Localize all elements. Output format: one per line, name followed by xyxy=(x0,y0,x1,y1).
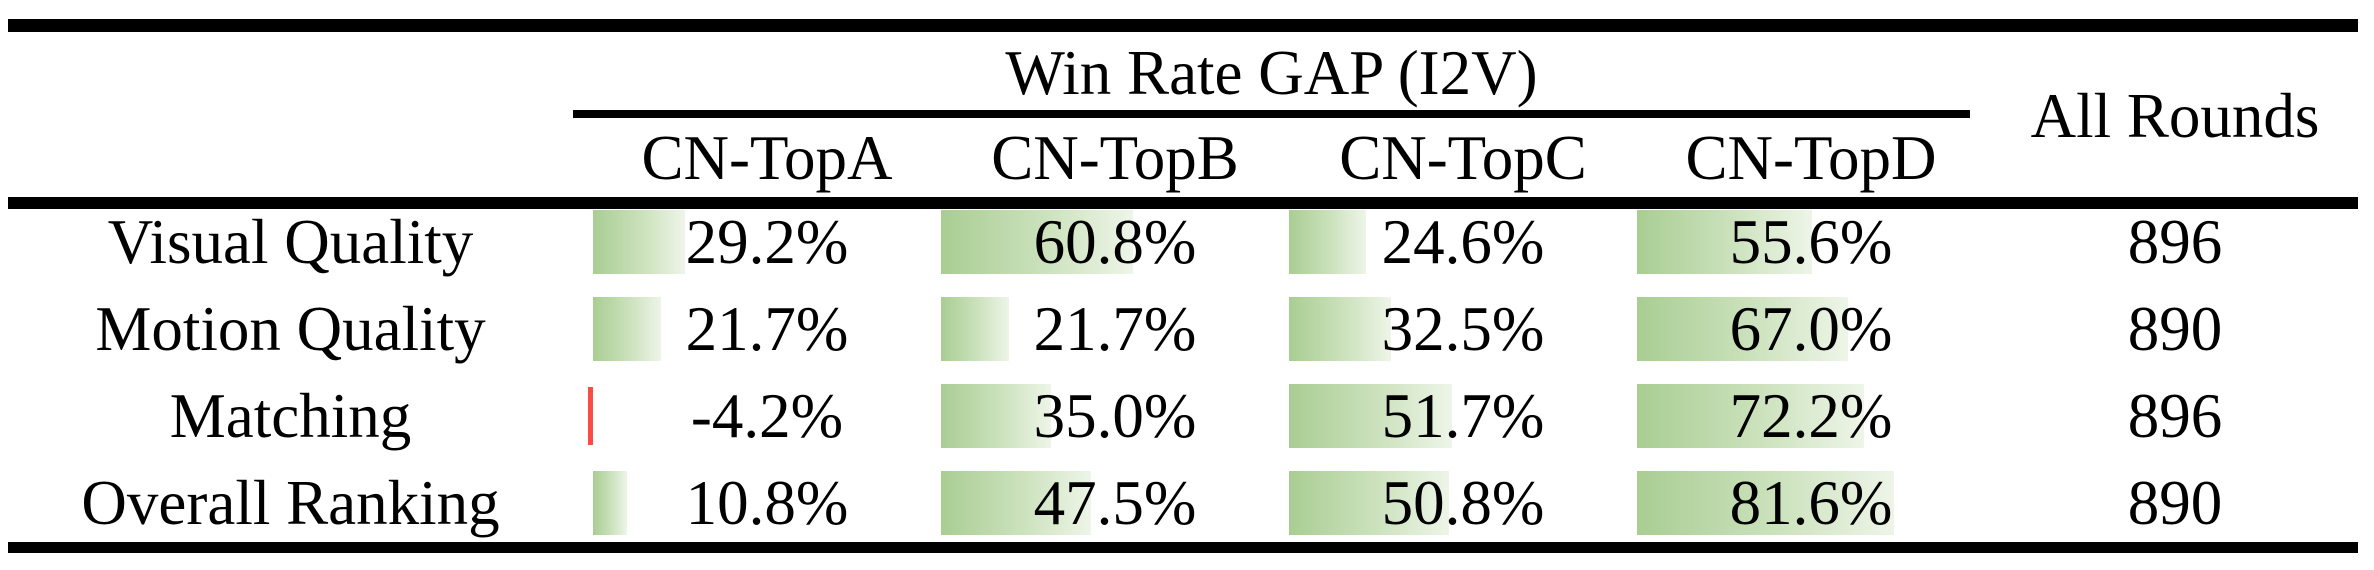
data-cell: 51.7% xyxy=(1289,374,1637,458)
table-row: Motion Quality 21.7% 21.7% 32.5% 67.0% 8… xyxy=(0,287,2374,371)
data-bar xyxy=(1289,297,1391,361)
data-cell: 81.6% xyxy=(1637,461,1985,545)
data-cell: 10.8% xyxy=(593,461,941,545)
cell-value: 72.2% xyxy=(1729,381,1893,451)
data-cell: 72.2% xyxy=(1637,374,1985,458)
cell-value: 81.6% xyxy=(1729,468,1893,538)
row-label: Motion Quality xyxy=(95,294,486,364)
data-bar xyxy=(941,210,1133,274)
cell-value: 24.6% xyxy=(1381,207,1545,277)
data-cell: 50.8% xyxy=(1289,461,1637,545)
cell-value: 21.7% xyxy=(685,294,849,364)
cell-value: 60.8% xyxy=(1033,207,1197,277)
data-bar xyxy=(1289,471,1449,535)
data-bar xyxy=(1289,384,1452,448)
column-header-cn-topc: CN-TopC xyxy=(1339,123,1587,193)
column-header-cn-topa: CN-TopA xyxy=(641,123,893,193)
cell-value: 55.6% xyxy=(1729,207,1893,277)
cell-value: 67.0% xyxy=(1729,294,1893,364)
group-header-underline-rule xyxy=(573,110,1970,118)
top-rule xyxy=(8,19,2358,32)
all-rounds-column-header: All Rounds xyxy=(2030,81,2320,151)
data-bar xyxy=(1637,471,1894,535)
row-label: Matching xyxy=(169,381,412,451)
data-bar-negative xyxy=(588,387,593,445)
cell-value: 51.7% xyxy=(1381,381,1545,451)
all-rounds-value: 890 xyxy=(2127,468,2223,538)
all-rounds-value: 890 xyxy=(2127,294,2223,364)
table-row: Visual Quality 29.2% 60.8% 24.6% 55.6% 8… xyxy=(0,200,2374,284)
data-cell: 32.5% xyxy=(1289,287,1637,371)
data-cell: -4.2% xyxy=(588,374,941,458)
cell-value: 29.2% xyxy=(685,207,849,277)
data-cell: 21.7% xyxy=(941,287,1289,371)
data-cell: 60.8% xyxy=(941,200,1289,284)
data-bar xyxy=(593,471,627,535)
data-bar xyxy=(1637,384,1864,448)
cell-value: 10.8% xyxy=(685,468,849,538)
data-cell: 24.6% xyxy=(1289,200,1637,284)
data-bar xyxy=(941,297,1009,361)
data-bar xyxy=(593,297,661,361)
table-row: Matching -4.2% 35.0% 51.7% 72.2% 896 xyxy=(0,374,2374,458)
column-header-cn-topd: CN-TopD xyxy=(1685,123,1937,193)
column-group-header: Win Rate GAP (I2V) xyxy=(1005,38,1538,108)
data-bar xyxy=(1637,297,1848,361)
column-header-cn-topb: CN-TopB xyxy=(991,123,1239,193)
header-separator-rule xyxy=(8,197,2358,209)
data-cell: 55.6% xyxy=(1637,200,1985,284)
data-cell: 35.0% xyxy=(941,374,1289,458)
row-label: Overall Ranking xyxy=(81,468,500,538)
table-row: Overall Ranking 10.8% 47.5% 50.8% 81.6% … xyxy=(0,461,2374,545)
cell-value: 50.8% xyxy=(1381,468,1545,538)
data-bar xyxy=(593,210,685,274)
cell-value: 32.5% xyxy=(1381,294,1545,364)
data-bar xyxy=(941,384,1051,448)
cell-value: 47.5% xyxy=(1033,468,1197,538)
cell-value: 21.7% xyxy=(1033,294,1197,364)
data-cell: 21.7% xyxy=(593,287,941,371)
row-label: Visual Quality xyxy=(107,207,474,277)
data-cell: 67.0% xyxy=(1637,287,1985,371)
data-cell: 29.2% xyxy=(593,200,941,284)
bottom-rule xyxy=(8,542,2358,553)
data-bar xyxy=(1289,210,1366,274)
all-rounds-value: 896 xyxy=(2127,207,2223,277)
all-rounds-value: 896 xyxy=(2127,381,2223,451)
cell-value: 35.0% xyxy=(1033,381,1197,451)
data-bar xyxy=(1637,210,1812,274)
data-cell: 47.5% xyxy=(941,461,1289,545)
cell-value: -4.2% xyxy=(690,381,844,451)
data-bar xyxy=(941,471,1091,535)
